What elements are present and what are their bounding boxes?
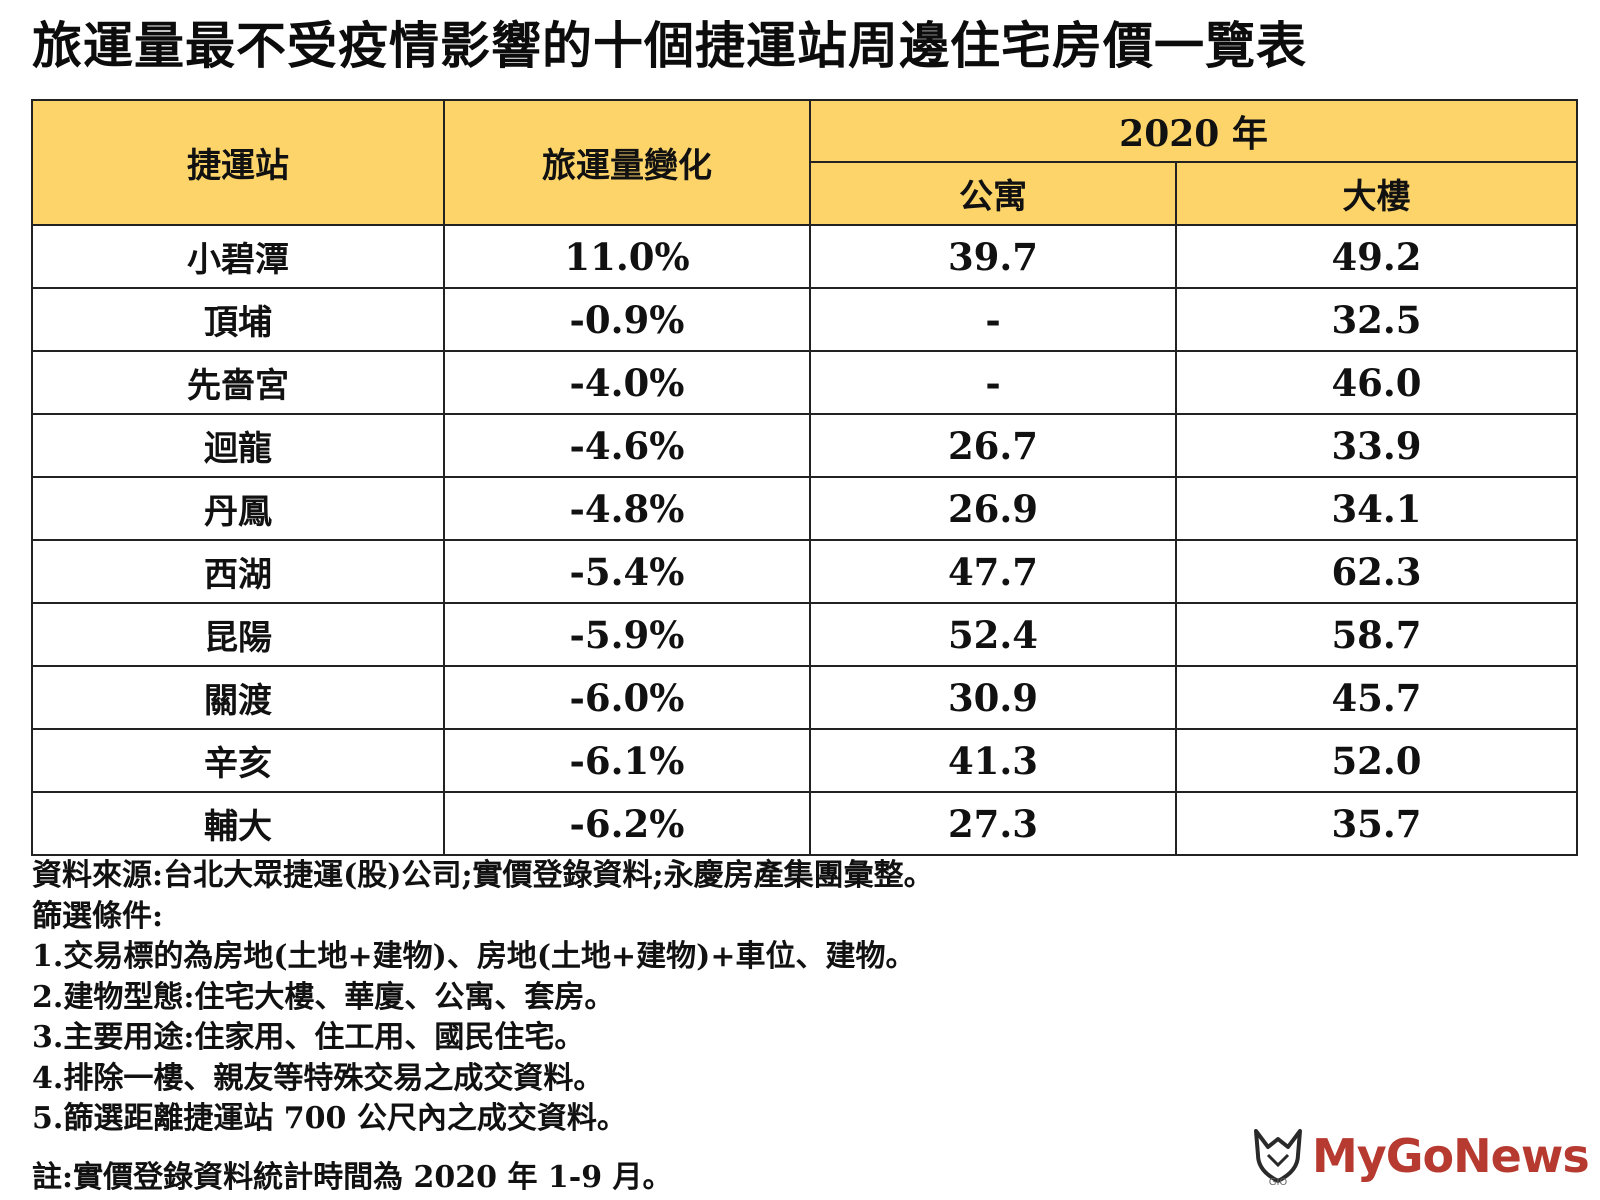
table-row: 頂埔 -0.9% - 32.5 xyxy=(31,287,1579,352)
building-price: 52.0 xyxy=(1174,728,1579,793)
apartment-price: 41.3 xyxy=(809,728,1177,793)
apartment-price: 26.7 xyxy=(809,413,1177,478)
price-table: 捷運站 旅運量變化 2020 年 公寓 大樓 小碧潭 11.0% 39.7 49… xyxy=(31,99,1579,856)
footnotes: 資料來源:台北大眾捷運(股)公司;實價登錄資料;永慶房產集團彙整。 篩選條件: … xyxy=(32,856,934,1198)
apartment-price: 30.9 xyxy=(809,665,1177,730)
table-row: 迴龍 -4.6% 26.7 33.9 xyxy=(31,413,1579,478)
header-apartment: 公寓 xyxy=(809,161,1177,226)
station-name: 關渡 xyxy=(31,665,445,730)
station-name: 頂埔 xyxy=(31,287,445,352)
ridership-change-value: 11.0% xyxy=(443,224,811,289)
filter-item: 4.排除一樓、親友等特殊交易之成交資料。 xyxy=(32,1060,604,1096)
filter-item: 2.建物型態:住宅大樓、華廈、公寓、套房。 xyxy=(32,979,615,1015)
table-row: 昆陽 -5.9% 52.4 58.7 xyxy=(31,602,1579,667)
mygo-fox-mark-icon: GIO xyxy=(1254,1129,1302,1187)
page-title: 旅運量最不受疫情影響的十個捷運站周邊住宅房價一覽表 xyxy=(32,17,1307,75)
table-row: 輔大 -6.2% 27.3 35.7 xyxy=(31,791,1579,856)
table-row: 小碧潭 11.0% 39.7 49.2 xyxy=(31,224,1579,289)
station-name: 先嗇宮 xyxy=(31,350,445,415)
svg-text:GIO: GIO xyxy=(1269,1177,1288,1187)
table-row: 關渡 -6.0% 30.9 45.7 xyxy=(31,665,1579,730)
ridership-change-value: -4.0% xyxy=(443,350,811,415)
apartment-price: - xyxy=(809,350,1177,415)
ridership-change-value: -5.9% xyxy=(443,602,811,667)
logo-brand-text: MyGoNews xyxy=(1312,1129,1590,1183)
ridership-change-value: -5.4% xyxy=(443,539,811,604)
station-name: 迴龍 xyxy=(31,413,445,478)
filter-item: 5.篩選距離捷運站 700 公尺內之成交資料。 xyxy=(32,1101,627,1136)
header-station: 捷運站 xyxy=(31,99,445,226)
apartment-price: 47.7 xyxy=(809,539,1177,604)
filter-title: 篩選條件: xyxy=(32,898,164,934)
apartment-price: - xyxy=(809,287,1177,352)
building-price: 45.7 xyxy=(1174,665,1579,730)
filter-item: 1.交易標的為房地(土地+建物)、房地(土地+建物)+車位、建物。 xyxy=(32,939,916,974)
header-year-group: 2020 年 xyxy=(808,99,1579,163)
ridership-change-value: -4.6% xyxy=(443,413,811,478)
station-name: 小碧潭 xyxy=(31,224,445,289)
ridership-change-value: -0.9% xyxy=(443,287,811,352)
building-price: 34.1 xyxy=(1174,476,1579,541)
apartment-price: 52.4 xyxy=(809,602,1177,667)
table-row: 西湖 -5.4% 47.7 62.3 xyxy=(31,539,1579,604)
ridership-change-value: -6.0% xyxy=(443,665,811,730)
apartment-price: 27.3 xyxy=(809,791,1177,856)
ridership-change-value: -6.1% xyxy=(443,728,811,793)
station-name: 丹鳳 xyxy=(31,476,445,541)
station-name: 輔大 xyxy=(31,791,445,856)
building-price: 49.2 xyxy=(1174,224,1579,289)
header-ridership-change: 旅運量變化 xyxy=(443,99,811,226)
mygonews-logo: GIO MyGoNews xyxy=(1250,1124,1590,1188)
apartment-price: 26.9 xyxy=(809,476,1177,541)
building-price: 46.0 xyxy=(1174,350,1579,415)
building-price: 62.3 xyxy=(1174,539,1579,604)
table-row: 丹鳳 -4.8% 26.9 34.1 xyxy=(31,476,1579,541)
filter-item: 3.主要用途:住家用、住工用、國民住宅。 xyxy=(32,1020,585,1055)
source-note: 資料來源:台北大眾捷運(股)公司;實價登錄資料;永慶房產集團彙整。 xyxy=(32,858,934,893)
station-name: 昆陽 xyxy=(31,602,445,667)
ridership-change-value: -6.2% xyxy=(443,791,811,856)
table-row: 辛亥 -6.1% 41.3 52.0 xyxy=(31,728,1579,793)
ridership-change-value: -4.8% xyxy=(443,476,811,541)
header-building: 大樓 xyxy=(1174,161,1579,226)
building-price: 58.7 xyxy=(1174,602,1579,667)
building-price: 33.9 xyxy=(1174,413,1579,478)
building-price: 32.5 xyxy=(1174,287,1579,352)
station-name: 西湖 xyxy=(31,539,445,604)
table-row: 先嗇宮 -4.0% - 46.0 xyxy=(31,350,1579,415)
station-name: 辛亥 xyxy=(31,728,445,793)
building-price: 35.7 xyxy=(1174,791,1579,856)
apartment-price: 39.7 xyxy=(809,224,1177,289)
remark-note: 註:實價登錄資料統計時間為 2020 年 1-9 月。 xyxy=(32,1159,673,1195)
